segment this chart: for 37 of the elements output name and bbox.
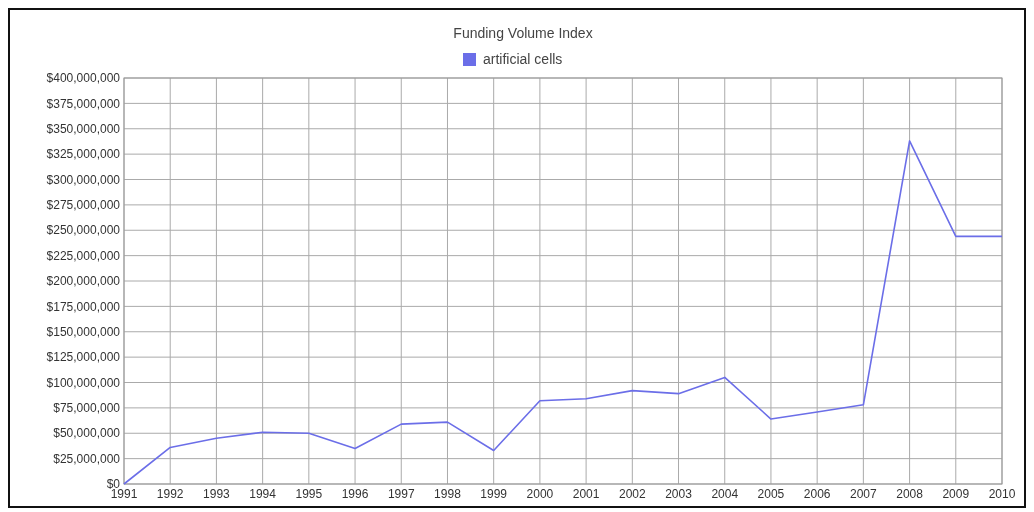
y-tick-label: $175,000,000 [46, 299, 121, 314]
y-tick-label: $200,000,000 [46, 274, 121, 289]
y-tick-label: $400,000,000 [46, 71, 121, 86]
legend-label: artificial cells [483, 51, 563, 67]
x-tick-label: 1993 [203, 487, 231, 501]
x-tick-label: 2007 [850, 487, 878, 501]
y-tick-label: $250,000,000 [46, 223, 121, 238]
x-tick-label: 2001 [572, 487, 600, 501]
x-tick-label: 1998 [434, 487, 462, 501]
y-tick-label: $375,000,000 [46, 96, 121, 111]
y-tick-label: $275,000,000 [46, 198, 121, 213]
x-tick-label: 2002 [618, 487, 646, 501]
y-tick-label: $50,000,000 [53, 426, 121, 441]
x-tick-label: 2000 [526, 487, 554, 501]
y-tick-label: $25,000,000 [53, 451, 121, 466]
x-tick-label: 1999 [480, 487, 508, 501]
x-tick-label: 1996 [341, 487, 369, 501]
x-tick-label: 1992 [156, 487, 184, 501]
x-tick-label: 1995 [295, 487, 323, 501]
chart-title: Funding Volume Index [453, 25, 593, 41]
x-tick-label: 1997 [387, 487, 415, 501]
y-tick-label: $100,000,000 [46, 375, 121, 390]
x-tick-label: 2006 [803, 487, 831, 501]
x-tick-label: 2010 [988, 487, 1016, 501]
x-tick-label: 2008 [896, 487, 924, 501]
x-tick-label: 2004 [711, 487, 739, 501]
x-tick-label: 2009 [942, 487, 970, 501]
y-tick-label: $350,000,000 [46, 121, 121, 136]
x-tick-label: 1994 [249, 487, 277, 501]
y-tick-label: $225,000,000 [46, 248, 121, 263]
y-tick-label: $75,000,000 [53, 401, 121, 416]
y-tick-label: $300,000,000 [46, 172, 121, 187]
x-tick-label: 2003 [665, 487, 693, 501]
y-tick-label: $325,000,000 [46, 147, 121, 162]
x-tick-label: 2005 [757, 487, 785, 501]
y-tick-label: $125,000,000 [46, 350, 121, 365]
y-tick-label: $150,000,000 [46, 324, 121, 339]
